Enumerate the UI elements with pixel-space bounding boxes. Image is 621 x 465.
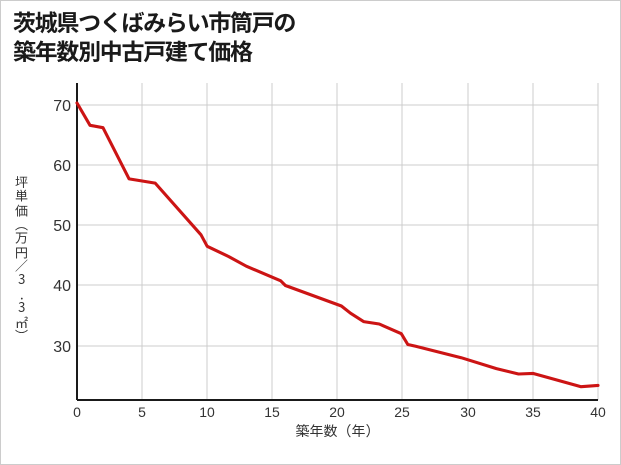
svg-text:50: 50 [53,218,71,235]
svg-text:0: 0 [73,404,81,420]
svg-text:10: 10 [199,404,215,420]
svg-text:40: 40 [53,278,71,295]
svg-text:60: 60 [53,158,71,175]
svg-text:40: 40 [590,404,606,420]
svg-text:35: 35 [525,404,541,420]
svg-text:30: 30 [53,339,71,356]
svg-text:20: 20 [329,404,345,420]
svg-text:70: 70 [53,98,71,115]
svg-text:5: 5 [138,404,146,420]
svg-text:15: 15 [264,404,280,420]
svg-text:25: 25 [394,404,410,420]
svg-text:30: 30 [460,404,476,420]
